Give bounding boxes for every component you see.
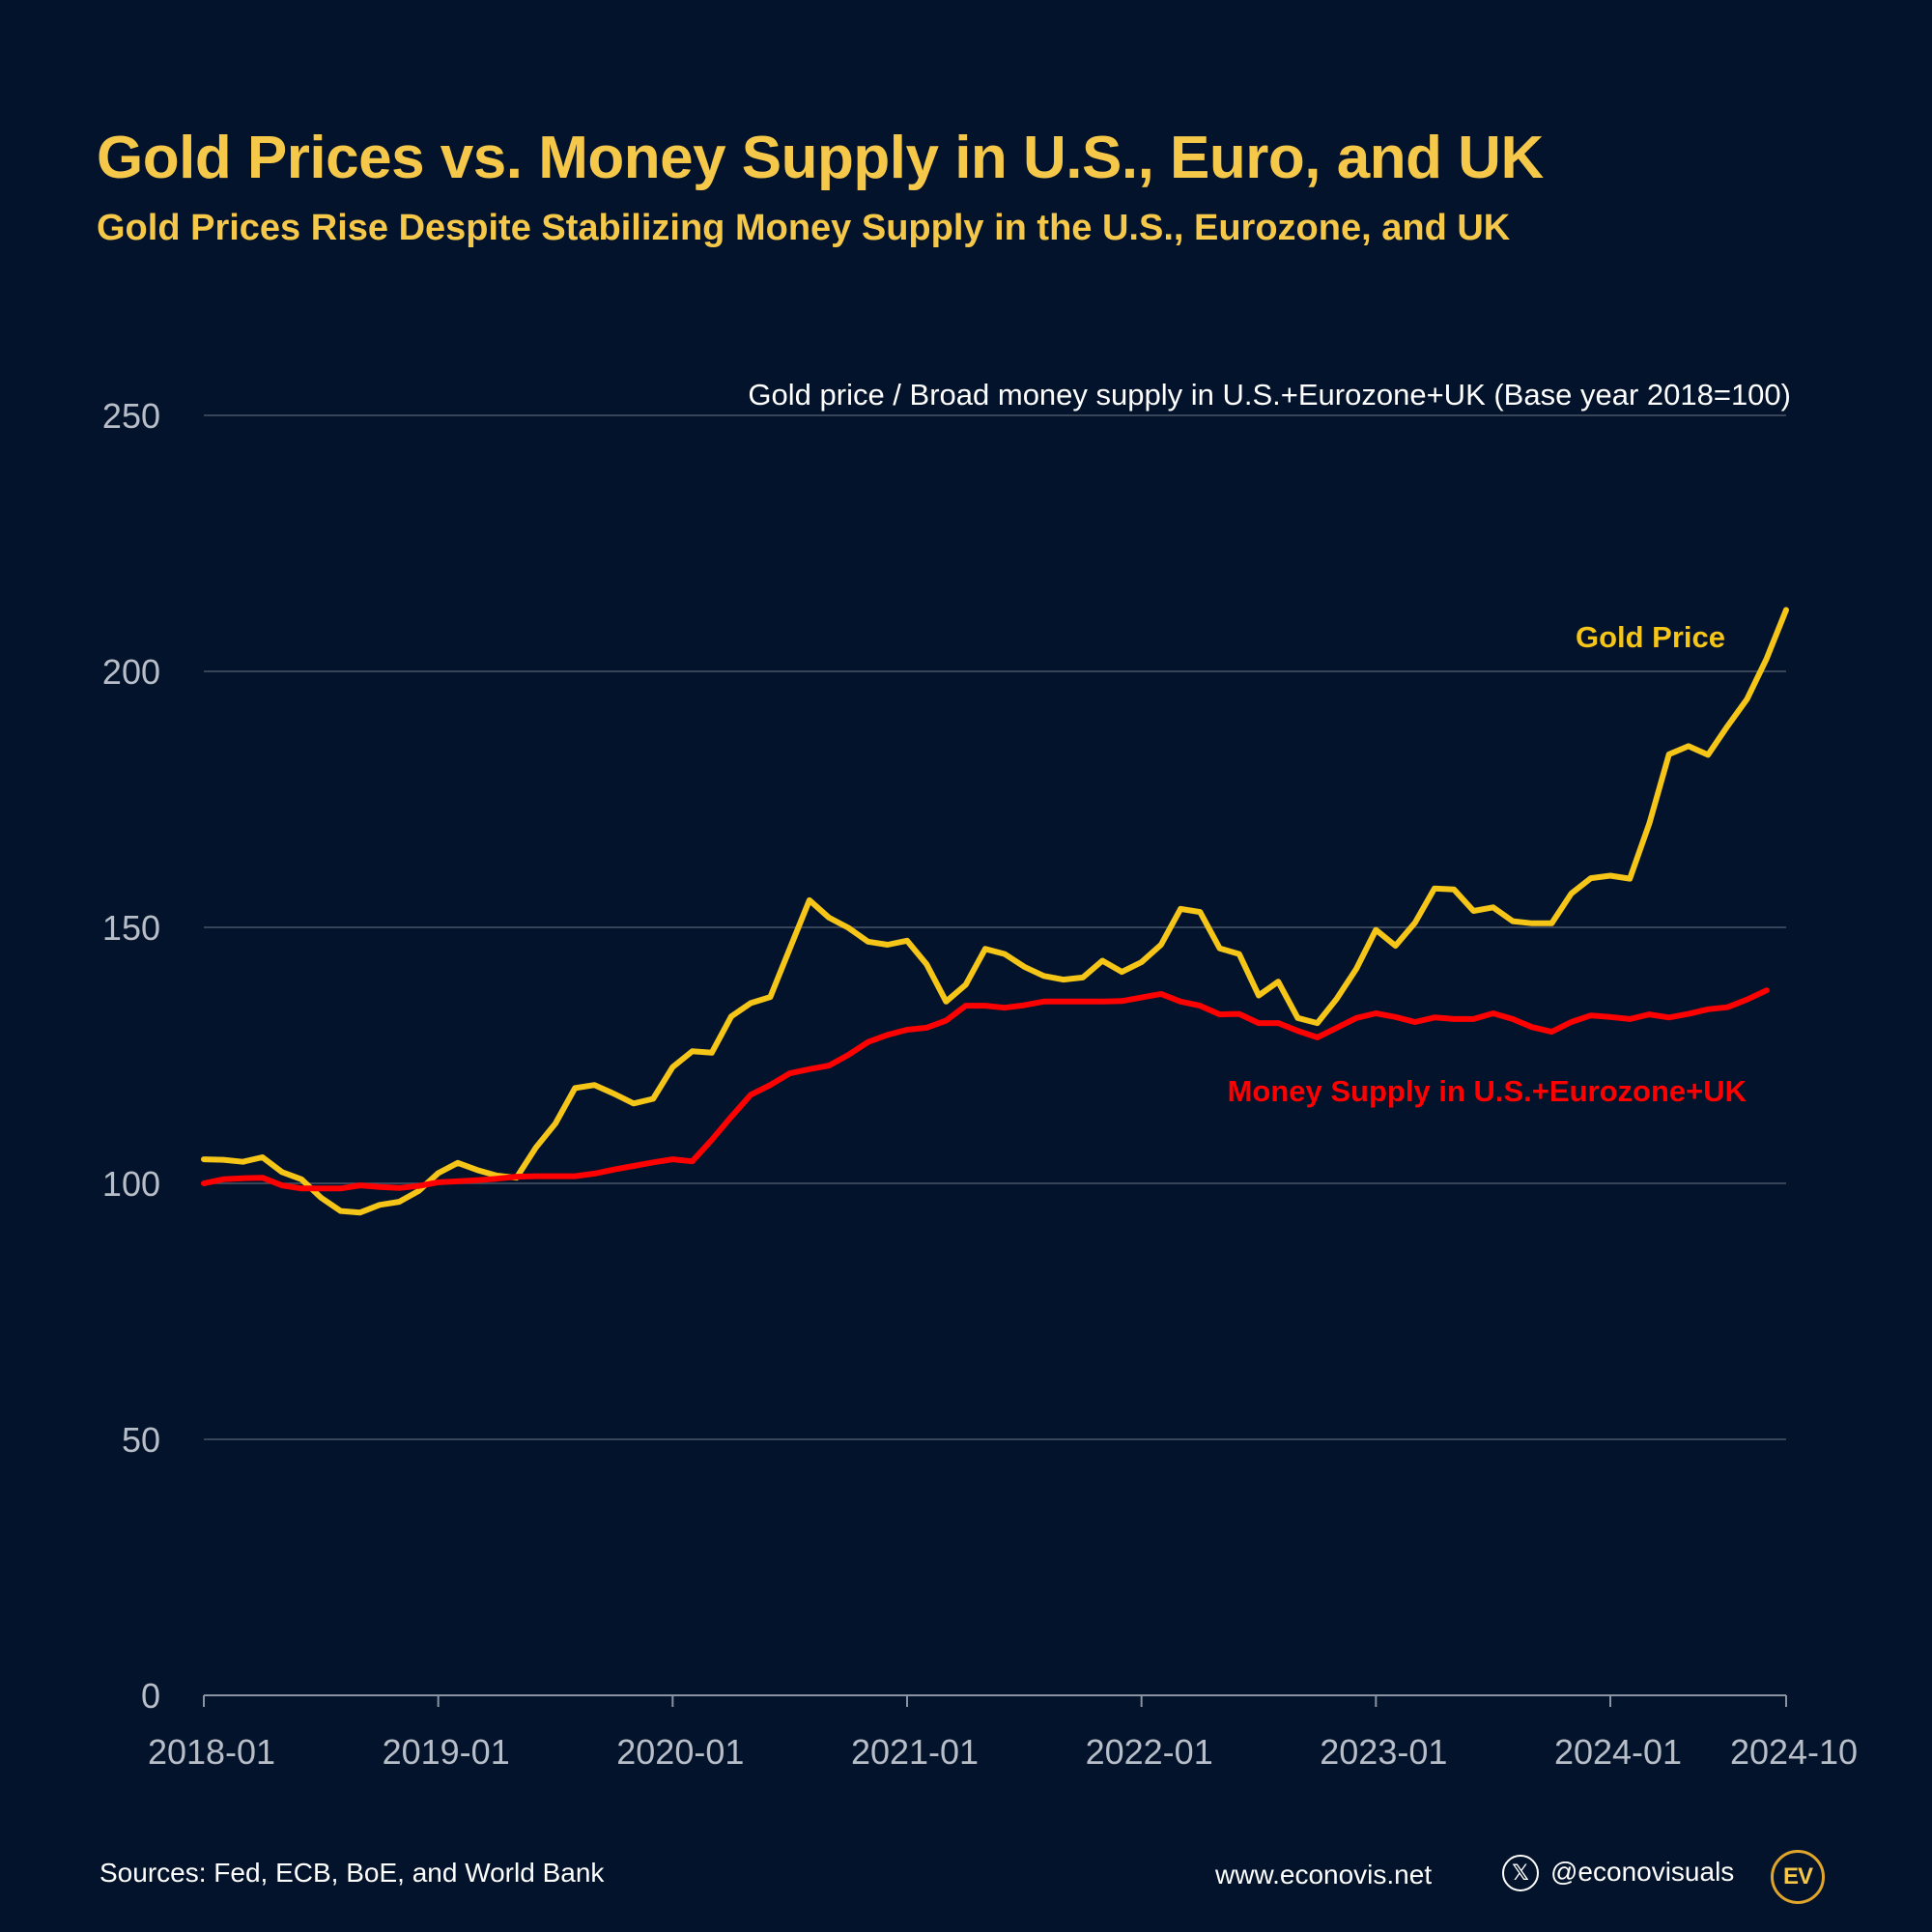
series-layer	[201, 607, 1789, 1216]
gold-price-label: Gold Price	[1576, 620, 1725, 654]
gold-price-line	[201, 607, 1789, 1216]
x-tick-label-2021-01: 2021-01	[851, 1732, 979, 1772]
x-tick-label-2024-01: 2024-01	[1554, 1732, 1682, 1772]
grid-layer	[204, 414, 1786, 1440]
y-tick-label-200: 200	[102, 652, 160, 692]
website-link[interactable]: www.econovis.net	[1215, 1860, 1433, 1889]
social-handle[interactable]: @econovisuals	[1550, 1857, 1735, 1887]
sources-note: Sources: Fed, ECB, BoE, and World Bank	[99, 1858, 605, 1888]
axis-layer: 0 50 100 150 200 250 2018-01 2019-01 2020-01 2021…	[102, 396, 1858, 1772]
chart-caption: Gold price / Broad money supply in U.S.+…	[748, 378, 1791, 412]
money-supply-label: Money Supply in U.S.+Eurozone+UK	[1228, 1074, 1747, 1108]
x-tick-label-2020-01: 2020-01	[616, 1732, 744, 1772]
x-tick-label-2022-01: 2022-01	[1086, 1732, 1213, 1772]
x-logo-icon: 𝕏	[1502, 1855, 1539, 1891]
x-tick-label-2018-01: 2018-01	[148, 1732, 275, 1772]
chart-subtitle: Gold Prices Rise Despite Stabilizing Mon…	[97, 208, 1511, 248]
label-layer: Gold price / Broad money supply in U.S.+…	[748, 378, 1791, 1108]
chart-title: Gold Prices vs. Money Supply in U.S., Eu…	[97, 125, 1544, 191]
x-tick-label-2024-10: 2024-10	[1730, 1732, 1858, 1772]
x-tick-label-2023-01: 2023-01	[1320, 1732, 1447, 1772]
money-supply-line	[201, 987, 1770, 1192]
econovis-logo: EV	[1771, 1850, 1825, 1904]
y-tick-label-150: 150	[102, 908, 160, 948]
x-tick-label-2019-01: 2019-01	[383, 1732, 510, 1772]
y-tick-label-250: 250	[102, 396, 160, 436]
y-tick-label-0: 0	[141, 1676, 160, 1716]
y-tick-label-50: 50	[122, 1420, 160, 1460]
y-tick-label-100: 100	[102, 1164, 160, 1204]
